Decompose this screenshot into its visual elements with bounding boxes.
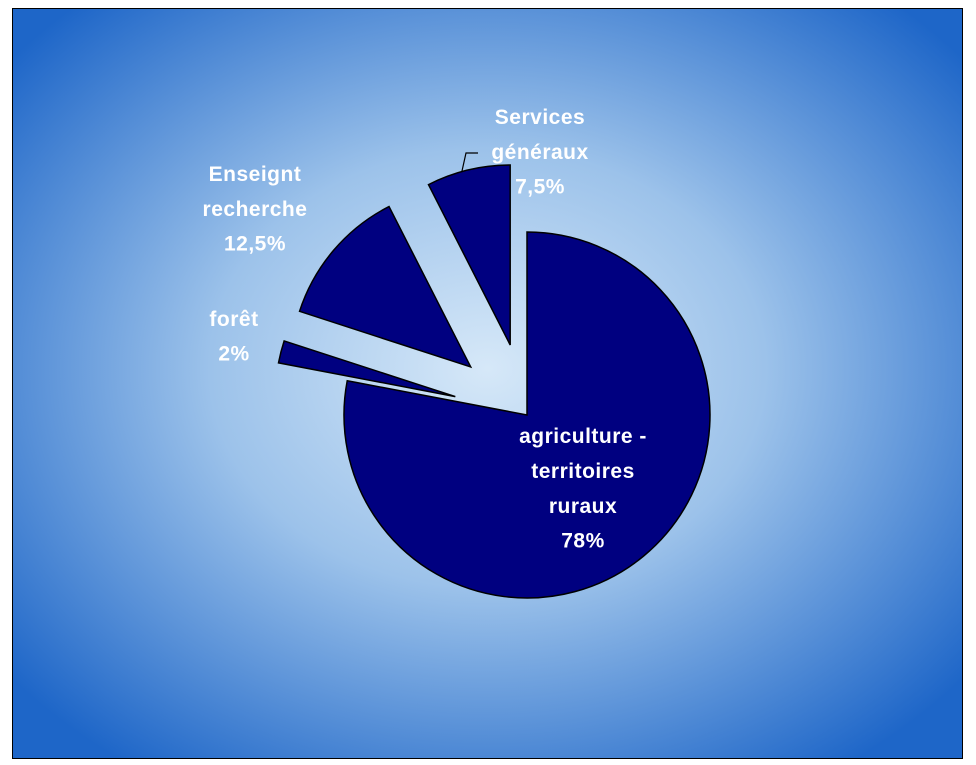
pie-slice [277, 340, 456, 398]
pie-slice [427, 164, 511, 346]
value-label: 12,5% [224, 233, 286, 256]
pie-slice [298, 205, 473, 369]
slice-label: Services généraux [491, 106, 588, 164]
slice-label: Enseignt recherche [203, 163, 308, 221]
slice-label: forêt [209, 308, 258, 331]
pie-slice [343, 231, 711, 599]
value-label: 78% [561, 530, 605, 553]
slice-label: agriculture -territoires ruraux [519, 425, 647, 518]
chart-frame [12, 8, 963, 759]
value-label: 7,5% [515, 176, 565, 199]
value-label: 2% [218, 343, 249, 366]
